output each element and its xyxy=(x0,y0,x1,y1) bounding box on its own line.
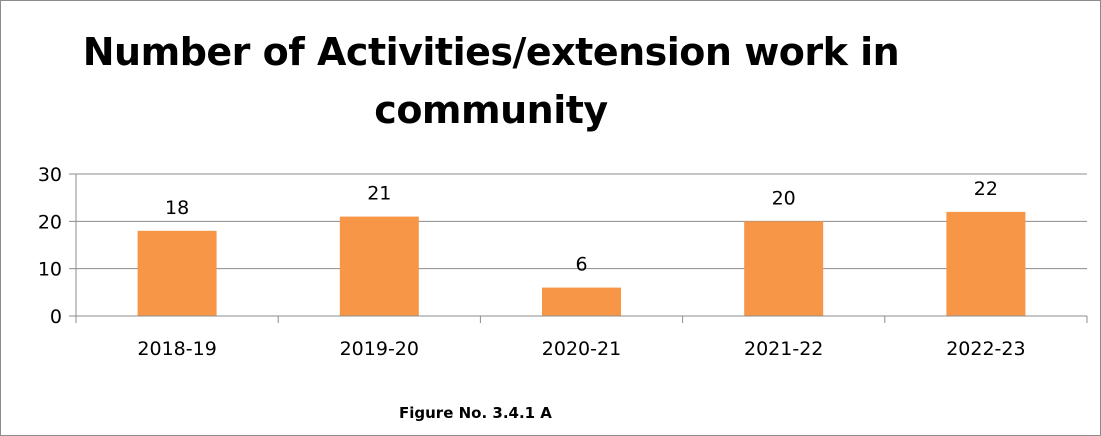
chart-title: Number of Activities/extension work in c… xyxy=(82,30,900,132)
bar-2019-20 xyxy=(339,216,419,316)
y-tick-label: 0 xyxy=(50,306,62,328)
x-tick-label: 2020-21 xyxy=(542,338,621,360)
data-label: 20 xyxy=(772,187,796,209)
x-tick-label: 2021-22 xyxy=(744,338,823,360)
data-label: 6 xyxy=(575,254,587,276)
bar-2021-22 xyxy=(744,221,824,316)
x-tick-label: 2018-19 xyxy=(137,338,216,360)
y-tick-label: 10 xyxy=(38,259,62,281)
bars xyxy=(137,211,1026,316)
figure-caption: Figure No. 3.4.1 A xyxy=(399,404,552,422)
axes xyxy=(69,173,1088,323)
data-label: 22 xyxy=(974,178,998,200)
bar-2020-21 xyxy=(542,287,621,316)
bar-2022-23 xyxy=(946,211,1026,316)
x-tick-label: 2019-20 xyxy=(340,338,419,360)
gridlines xyxy=(76,173,1087,270)
data-label: 18 xyxy=(165,197,189,219)
labels: 0 10 20 30 18 2018-19 21 2019-20 6 2020-21 20 2021-… xyxy=(38,164,1026,360)
y-tick-label: 20 xyxy=(38,211,62,233)
y-tick-label: 30 xyxy=(38,164,62,186)
x-tick-label: 2022-23 xyxy=(946,338,1025,360)
bar-2018-19 xyxy=(137,230,217,316)
data-label: 21 xyxy=(367,183,391,205)
